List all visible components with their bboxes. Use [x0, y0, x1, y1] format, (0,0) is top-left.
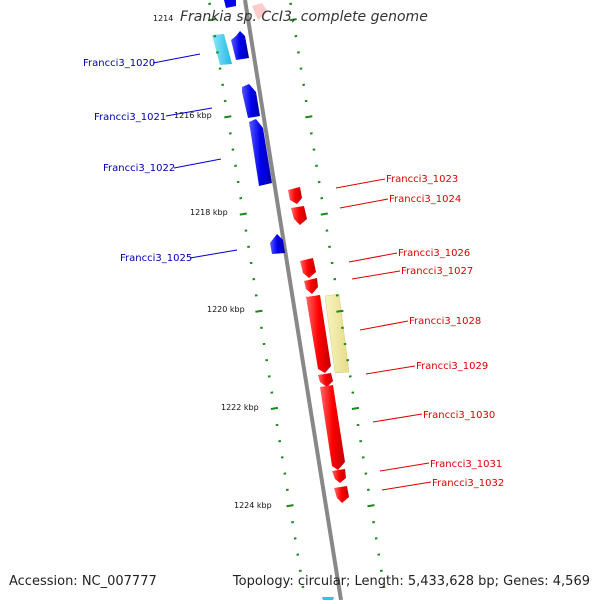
gene-label-francci3-1027[interactable]: Francci3_1027 [401, 266, 473, 277]
gene-francci3-1023[interactable] [288, 187, 302, 204]
gene-label-francci3-1021[interactable]: Francci3_1021 [94, 112, 166, 123]
gene-francci3-1030[interactable] [320, 385, 345, 470]
gene-francci3-1031[interactable] [332, 469, 346, 483]
genome-title: Frankia sp. CcI3, complete genome [180, 9, 428, 25]
major-tick [352, 408, 359, 409]
partial-gene-top-blue [224, 0, 236, 8]
leader-line [336, 179, 385, 188]
scale-label-1222: 1222 kbp [221, 403, 259, 412]
gene-label-francci3-1020[interactable]: Francci3_1020 [83, 58, 155, 69]
leader-line [340, 199, 388, 208]
gene-label-francci3-1031[interactable]: Francci3_1031 [430, 459, 502, 470]
scale-label-1216: 1216 kbp [174, 111, 212, 120]
leader-line [349, 253, 397, 262]
major-tick [240, 214, 247, 215]
major-tick [368, 505, 375, 506]
scale-label-1220: 1220 kbp [207, 305, 245, 314]
gene-label-francci3-1026[interactable]: Francci3_1026 [398, 248, 470, 259]
scale-label-1214: 1214 [153, 14, 173, 23]
gene-label-francci3-1028[interactable]: Francci3_1028 [409, 316, 481, 327]
gene-francci3-1026[interactable] [300, 258, 316, 278]
gene-label-francci3-1032[interactable]: Francci3_1032 [432, 478, 504, 489]
gene-label-francci3-1030[interactable]: Francci3_1030 [423, 410, 495, 421]
leader-line [174, 159, 221, 168]
rna-gene[interactable] [212, 34, 232, 65]
major-tick [255, 311, 262, 312]
major-tick [271, 408, 278, 409]
leader-line [352, 271, 400, 279]
gene-francci3-1027[interactable] [304, 278, 318, 294]
leader-line [366, 366, 415, 374]
major-tick [224, 116, 231, 117]
accession-text: Accession: NC_007777 [9, 574, 157, 589]
gene-label-francci3-1022[interactable]: Francci3_1022 [103, 163, 175, 174]
gene-francci3-1029[interactable] [318, 373, 333, 387]
gene-francci3-1024[interactable] [291, 206, 307, 225]
major-tick [305, 116, 312, 117]
leader-line [380, 463, 429, 471]
leader-line [382, 482, 431, 490]
major-tick [336, 311, 343, 312]
leader-line [360, 321, 408, 330]
leader-line [373, 414, 422, 422]
tick-rails [208, 4, 385, 588]
major-tick [287, 505, 294, 506]
major-tick [321, 214, 328, 215]
leader-line [190, 250, 237, 258]
gene-francci3-1032[interactable] [334, 486, 349, 503]
gene-label-francci3-1023[interactable]: Francci3_1023 [386, 174, 458, 185]
gene-francci3-1020[interactable] [231, 31, 249, 60]
gene-label-francci3-1029[interactable]: Francci3_1029 [416, 361, 488, 372]
leader-line [153, 54, 200, 63]
scale-label-1224: 1224 kbp [234, 501, 272, 510]
gene-label-francci3-1025[interactable]: Francci3_1025 [120, 253, 192, 264]
genome-summary: Topology: circular; Length: 5,433,628 bp… [233, 574, 590, 589]
scale-label-1218: 1218 kbp [190, 208, 228, 217]
gene-label-francci3-1024[interactable]: Francci3_1024 [389, 194, 461, 205]
